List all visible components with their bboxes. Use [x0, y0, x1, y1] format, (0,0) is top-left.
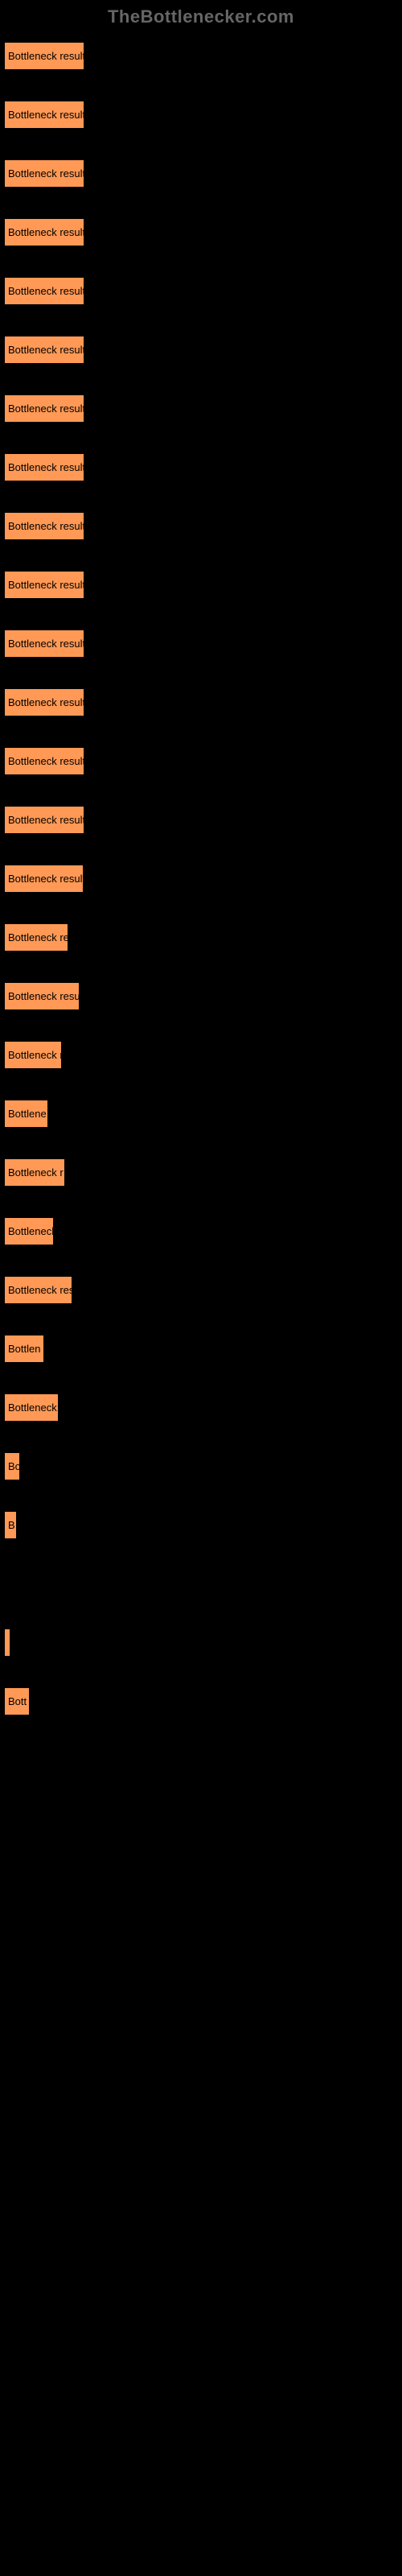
bar-row: Bottleneck result [4, 336, 402, 364]
site-header: TheBottlenecker.com [0, 0, 402, 34]
bar-row: Bottleneck re [4, 923, 402, 952]
bar-row: Bottleneck result [4, 865, 402, 893]
bar-row: Bottleneck r [4, 1041, 402, 1069]
bar-row: Bottleneck result [4, 747, 402, 775]
bar-row: Bottleneck result [4, 512, 402, 540]
chart-bar: Bottleneck result [4, 865, 84, 893]
bar-row: Bottleneck resu [4, 982, 402, 1010]
chart-bar: Bottleneck result [4, 571, 84, 599]
chart-bar: Bottleneck result [4, 630, 84, 658]
chart-bar: B [4, 1511, 17, 1539]
chart-bar: Bottleneck result [4, 453, 84, 481]
bar-row: Bo [4, 1452, 402, 1480]
bar-row: Bottleneck result [4, 101, 402, 129]
chart-bar [4, 1629, 10, 1657]
chart-bar: Bottleneck r [4, 1158, 65, 1187]
chart-bar: Bottleneck result [4, 806, 84, 834]
bar-row: Bottleneck result [4, 453, 402, 481]
chart-bar: Bottleneck [4, 1393, 59, 1422]
bar-row: Bottleneck r [4, 1158, 402, 1187]
chart-bar: Bottleneck result [4, 42, 84, 70]
bar-row: Bottleneck result [4, 688, 402, 716]
bar-row: Bottlene [4, 1100, 402, 1128]
bar-row: Bottleneck res [4, 1276, 402, 1304]
bar-row: Bottleneck result [4, 159, 402, 188]
bar-row: Bottleneck [4, 1393, 402, 1422]
bar-row: Bottleneck result [4, 806, 402, 834]
bar-row: Bottleneck result [4, 571, 402, 599]
chart-bar: Bo [4, 1452, 20, 1480]
bar-row: Bott [4, 1687, 402, 1715]
bar-row: Bottleneck result [4, 630, 402, 658]
bar-row: Bottleneck [4, 1217, 402, 1245]
chart-bar: Bottleneck result [4, 218, 84, 246]
bar-row: Bottleneck result [4, 277, 402, 305]
bar-row: Bottlen [4, 1335, 402, 1363]
chart-bar: Bottleneck resu [4, 982, 80, 1010]
chart-bar: Bottleneck result [4, 336, 84, 364]
chart-bar: Bottleneck res [4, 1276, 72, 1304]
chart-bar: Bottleneck result [4, 512, 84, 540]
bar-chart: Bottleneck result Bottleneck result Bottle… [0, 34, 402, 1715]
bar-row: Bottleneck result [4, 42, 402, 70]
bar-row: Bottleneck result [4, 218, 402, 246]
chart-bar: Bottleneck [4, 1217, 54, 1245]
chart-bar: Bottleneck result [4, 747, 84, 775]
bar-row: Bottleneck result [4, 394, 402, 423]
chart-bar: Bottleneck result [4, 101, 84, 129]
chart-bar: Bottleneck result [4, 159, 84, 188]
bar-row [4, 1570, 402, 1598]
chart-bar: Bottleneck result [4, 394, 84, 423]
chart-bar: Bottleneck result [4, 688, 84, 716]
chart-bar: Bottlene [4, 1100, 48, 1128]
bar-row: B [4, 1511, 402, 1539]
chart-bar: Bottlen [4, 1335, 44, 1363]
chart-bar: Bott [4, 1687, 30, 1715]
chart-bar: Bottleneck r [4, 1041, 62, 1069]
bar-row [4, 1629, 402, 1657]
chart-bar: Bottleneck re [4, 923, 68, 952]
chart-bar: Bottleneck result [4, 277, 84, 305]
